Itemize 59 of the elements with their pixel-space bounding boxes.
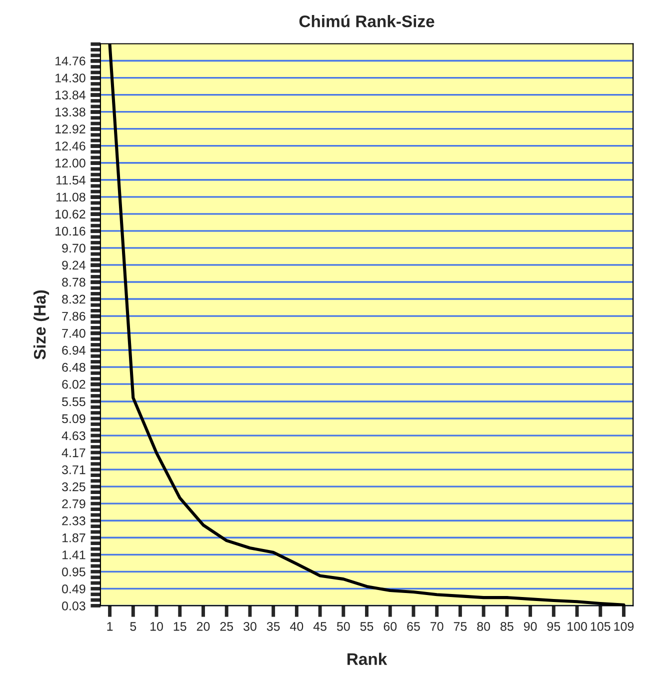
x-tick-label: 70 [430, 622, 444, 631]
y-tick-label: 0.03 [62, 602, 86, 610]
x-tick-label: 55 [360, 622, 374, 631]
x-tick-label: 5 [130, 622, 136, 631]
y-tick-label: 14.76 [56, 56, 86, 66]
x-tick-label: 65 [407, 622, 420, 631]
y-tick-label: 12.00 [56, 158, 86, 168]
y-tick-label: 2.33 [62, 516, 86, 526]
y-tick-label: 5.09 [62, 414, 86, 424]
y-tick-label: 9.70 [62, 244, 86, 253]
x-tick-label: 1 [107, 622, 113, 631]
x-tick-label: 10 [150, 622, 163, 631]
y-tick-label: 8.78 [62, 278, 86, 287]
x-tick-label: 75 [454, 622, 467, 631]
x-tick-label: 60 [384, 622, 397, 631]
y-tick-label: 10.62 [56, 210, 86, 219]
x-tick-label: 90 [524, 622, 537, 631]
y-tick-label: 7.40 [62, 328, 86, 338]
y-tick-label: 7.86 [62, 312, 86, 321]
y-tick-label: 2.79 [62, 499, 86, 508]
y-tick-label: 9.24 [62, 260, 86, 270]
x-tick-label: 35 [266, 622, 280, 631]
y-tick-label: 5.55 [62, 397, 86, 406]
x-tick-label: 100 [568, 622, 587, 631]
y-tick-label: 4.17 [62, 448, 86, 458]
x-tick-label: 85 [500, 622, 514, 631]
x-axis-title: Rank [348, 652, 388, 666]
y-tick-label: 1.87 [62, 533, 86, 542]
y-tick-label: 0.95 [62, 567, 86, 576]
y-tick-label: 13.84 [56, 90, 86, 100]
x-tick-label: 95 [547, 622, 560, 631]
y-tick-label: 3.71 [62, 465, 86, 474]
x-tick-label: 25 [220, 622, 234, 631]
y-tick-label: 12.46 [56, 142, 86, 151]
x-tick-label: 15 [174, 622, 186, 631]
y-tick-label: 4.63 [62, 431, 86, 440]
y-tick-label: 11.08 [56, 192, 86, 202]
y-tick-label: 11.54 [56, 176, 86, 185]
x-tick-label: 40 [290, 622, 304, 631]
y-tick-label: 13.38 [56, 108, 86, 116]
x-tick-label: 50 [336, 622, 350, 631]
x-tick-label: 30 [243, 622, 256, 631]
y-tick-label: 6.02 [62, 380, 86, 389]
y-tick-label: 3.25 [62, 482, 86, 492]
y-tick-label: 8.32 [62, 294, 86, 304]
y-tick-label: 0.49 [62, 584, 86, 594]
y-tick-label: 6.94 [62, 346, 86, 355]
x-tick-label: 20 [196, 622, 210, 631]
chart-title: Chimú Rank-Size [299, 14, 434, 28]
x-tick-label: 80 [477, 622, 490, 631]
y-tick-label: 6.48 [62, 362, 86, 372]
x-tick-label: 109 [614, 622, 634, 631]
y-tick-label: 1.41 [62, 550, 86, 560]
x-tick-label: 105 [590, 622, 610, 631]
y-tick-label: 12.92 [56, 124, 86, 134]
x-tick-label: 45 [313, 622, 326, 631]
y-tick-label: 10.16 [56, 226, 86, 236]
y-axis-title: Size (Ha) [33, 290, 50, 360]
y-tick-label: 14.30 [56, 74, 86, 82]
